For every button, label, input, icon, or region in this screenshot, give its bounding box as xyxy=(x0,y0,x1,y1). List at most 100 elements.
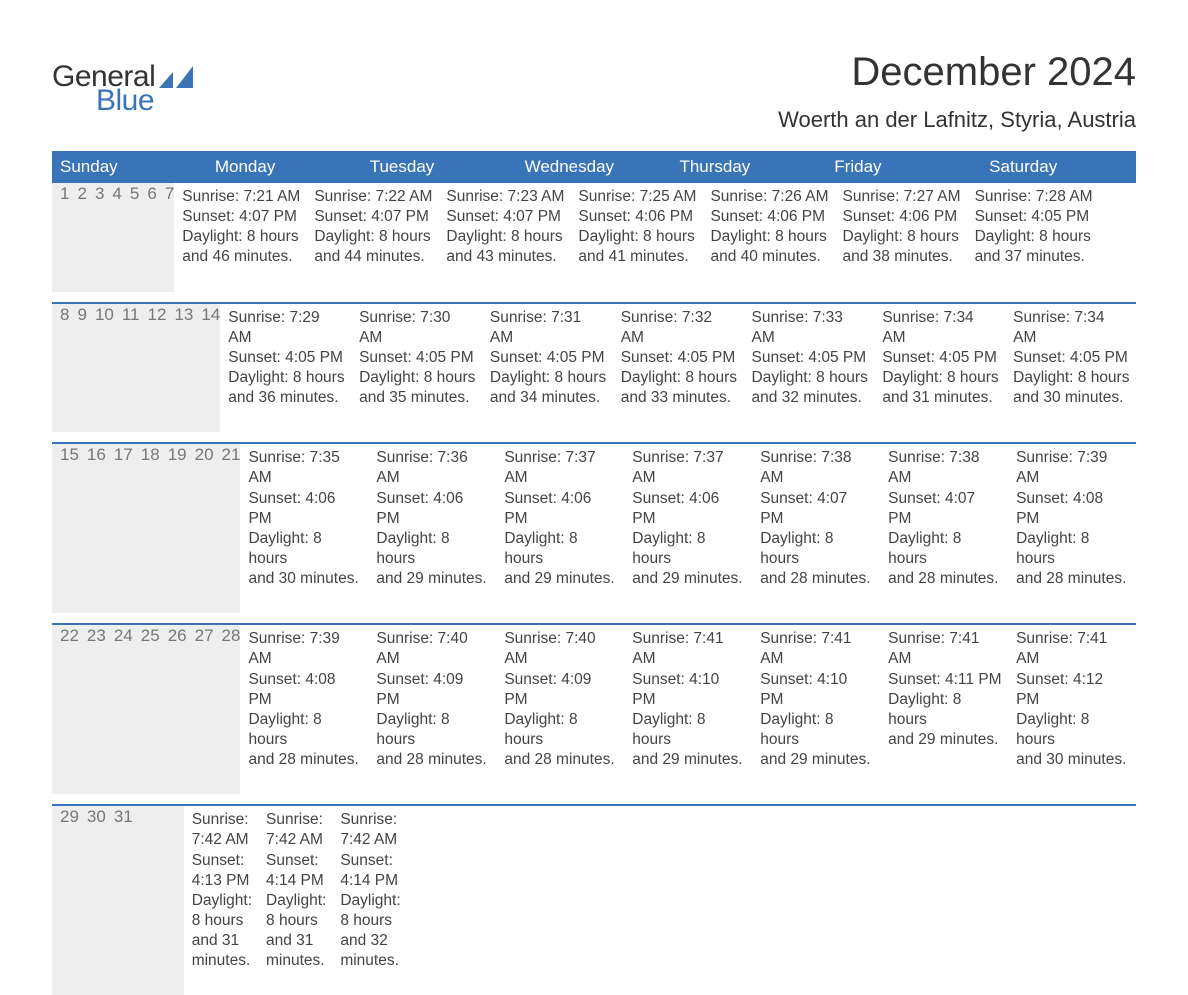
day-cell xyxy=(521,806,578,995)
sunrise-label: Sunrise: 7:40 AM xyxy=(376,629,490,669)
sunrise-label: Sunrise: 7:40 AM xyxy=(504,629,618,669)
daylight-line1: Daylight: 8 hours xyxy=(248,529,362,569)
sunrise-label: Sunrise: 7:33 AM xyxy=(752,308,869,348)
day-number: 7 xyxy=(157,183,174,292)
sunset-label: Sunset: 4:06 PM xyxy=(248,489,362,529)
day-body-row: Sunrise: 7:29 AMSunset: 4:05 PMDaylight:… xyxy=(220,304,1136,433)
day-cell xyxy=(579,806,636,995)
daylight-line2: and 32 minutes. xyxy=(340,931,400,971)
sunset-label: Sunset: 4:14 PM xyxy=(266,851,326,891)
sunset-label: Sunset: 4:05 PM xyxy=(359,348,476,368)
day-cell: Sunrise: 7:29 AMSunset: 4:05 PMDaylight:… xyxy=(220,304,351,433)
daylight-line2: and 34 minutes. xyxy=(490,388,607,408)
daylight-line1: Daylight: 8 hours xyxy=(504,529,618,569)
day-cell: Sunrise: 7:23 AMSunset: 4:07 PMDaylight:… xyxy=(438,183,570,292)
daylight-line1: Daylight: 8 hours xyxy=(752,368,869,388)
week-row: 891011121314Sunrise: 7:29 AMSunset: 4:05… xyxy=(52,302,1136,433)
sunset-label: Sunset: 4:05 PM xyxy=(975,207,1093,227)
daylight-line2: and 33 minutes. xyxy=(621,388,738,408)
daylight-line1: Daylight: 8 hours xyxy=(446,227,564,247)
day-cell: Sunrise: 7:40 AMSunset: 4:09 PMDaylight:… xyxy=(496,625,624,794)
daylight-line2: and 36 minutes. xyxy=(228,388,345,408)
sunrise-label: Sunrise: 7:25 AM xyxy=(578,187,696,207)
sunrise-label: Sunrise: 7:42 AM xyxy=(192,810,252,850)
sunrise-label: Sunrise: 7:26 AM xyxy=(710,187,828,207)
day-number-row: 22232425262728 xyxy=(52,625,240,794)
day-number-row: 293031.... xyxy=(52,806,184,995)
sunset-label: Sunset: 4:05 PM xyxy=(752,348,869,368)
sunrise-label: Sunrise: 7:37 AM xyxy=(632,448,746,488)
day-number: 25 xyxy=(133,625,160,794)
sunset-label: Sunset: 4:06 PM xyxy=(710,207,828,227)
daylight-line2: and 28 minutes. xyxy=(760,569,874,589)
dow-cell: Thursday xyxy=(671,151,826,183)
daylight-line2: and 28 minutes. xyxy=(1016,569,1130,589)
daylight-line1: Daylight: 8 hours xyxy=(710,227,828,247)
day-number: . xyxy=(171,806,184,995)
daylight-line1: Daylight: 8 hours xyxy=(228,368,345,388)
day-cell: Sunrise: 7:34 AMSunset: 4:05 PMDaylight:… xyxy=(874,304,1005,433)
calendar: SundayMondayTuesdayWednesdayThursdayFrid… xyxy=(52,151,1136,995)
day-cell: Sunrise: 7:25 AMSunset: 4:06 PMDaylight:… xyxy=(570,183,702,292)
day-number: 27 xyxy=(187,625,214,794)
sunrise-label: Sunrise: 7:28 AM xyxy=(975,187,1093,207)
sunset-label: Sunset: 4:05 PM xyxy=(490,348,607,368)
sunrise-label: Sunrise: 7:41 AM xyxy=(632,629,746,669)
daylight-line2: and 41 minutes. xyxy=(578,247,696,267)
day-number: 9 xyxy=(69,304,86,433)
page-title: December 2024 xyxy=(778,50,1136,95)
sunset-label: Sunset: 4:09 PM xyxy=(504,670,618,710)
sunrise-label: Sunrise: 7:38 AM xyxy=(760,448,874,488)
week-row: 1234567Sunrise: 7:21 AMSunset: 4:07 PMDa… xyxy=(52,183,1136,292)
sunset-label: Sunset: 4:07 PM xyxy=(888,489,1002,529)
sunset-label: Sunset: 4:08 PM xyxy=(1016,489,1130,529)
day-cell: Sunrise: 7:41 AMSunset: 4:10 PMDaylight:… xyxy=(624,625,752,794)
sunset-label: Sunset: 4:11 PM xyxy=(888,670,1002,690)
sunset-label: Sunset: 4:05 PM xyxy=(1013,348,1130,368)
daylight-line2: and 28 minutes. xyxy=(888,569,1002,589)
sunset-label: Sunset: 4:07 PM xyxy=(446,207,564,227)
sunrise-label: Sunrise: 7:39 AM xyxy=(1016,448,1130,488)
sunset-label: Sunset: 4:09 PM xyxy=(376,670,490,710)
day-number: 5 xyxy=(122,183,139,292)
day-number: . xyxy=(146,806,159,995)
day-cell: Sunrise: 7:26 AMSunset: 4:06 PMDaylight:… xyxy=(702,183,834,292)
sunset-label: Sunset: 4:06 PM xyxy=(578,207,696,227)
day-cell: Sunrise: 7:27 AMSunset: 4:06 PMDaylight:… xyxy=(835,183,967,292)
day-cell: Sunrise: 7:33 AMSunset: 4:05 PMDaylight:… xyxy=(744,304,875,433)
sunrise-label: Sunrise: 7:22 AM xyxy=(314,187,432,207)
day-number-row: 15161718192021 xyxy=(52,444,240,613)
sunrise-label: Sunrise: 7:21 AM xyxy=(182,187,300,207)
day-cell: Sunrise: 7:28 AMSunset: 4:05 PMDaylight:… xyxy=(967,183,1099,292)
daylight-line1: Daylight: 8 hours xyxy=(975,227,1093,247)
header: General Blue December 2024 Woerth an der… xyxy=(52,50,1136,133)
sunrise-label: Sunrise: 7:42 AM xyxy=(266,810,326,850)
day-cell xyxy=(407,806,464,995)
sunrise-label: Sunrise: 7:41 AM xyxy=(1016,629,1130,669)
sunset-label: Sunset: 4:12 PM xyxy=(1016,670,1130,710)
daylight-line2: and 37 minutes. xyxy=(975,247,1093,267)
daylight-line2: and 43 minutes. xyxy=(446,247,564,267)
dow-cell: Tuesday xyxy=(362,151,517,183)
daylight-line2: and 29 minutes. xyxy=(376,569,490,589)
sunrise-label: Sunrise: 7:39 AM xyxy=(248,629,362,669)
day-cell: Sunrise: 7:31 AMSunset: 4:05 PMDaylight:… xyxy=(482,304,613,433)
day-number: 18 xyxy=(133,444,160,613)
dow-cell: Friday xyxy=(826,151,981,183)
daylight-line1: Daylight: 8 hours xyxy=(843,227,961,247)
day-cell: Sunrise: 7:34 AMSunset: 4:05 PMDaylight:… xyxy=(1005,304,1136,433)
day-cell: Sunrise: 7:22 AMSunset: 4:07 PMDaylight:… xyxy=(306,183,438,292)
week-row: 15161718192021Sunrise: 7:35 AMSunset: 4:… xyxy=(52,442,1136,613)
day-cell: Sunrise: 7:36 AMSunset: 4:06 PMDaylight:… xyxy=(368,444,496,613)
sunset-label: Sunset: 4:05 PM xyxy=(882,348,999,368)
daylight-line2: and 29 minutes. xyxy=(888,730,1002,750)
day-cell: Sunrise: 7:41 AMSunset: 4:12 PMDaylight:… xyxy=(1008,625,1136,794)
sunrise-label: Sunrise: 7:32 AM xyxy=(621,308,738,348)
sunset-label: Sunset: 4:07 PM xyxy=(314,207,432,227)
day-cell: Sunrise: 7:30 AMSunset: 4:05 PMDaylight:… xyxy=(351,304,482,433)
daylight-line2: and 31 minutes. xyxy=(266,931,326,971)
sunrise-label: Sunrise: 7:23 AM xyxy=(446,187,564,207)
daylight-line1: Daylight: 8 hours xyxy=(1016,529,1130,569)
day-cell: Sunrise: 7:42 AMSunset: 4:14 PMDaylight:… xyxy=(258,806,332,995)
daylight-line1: Daylight: 8 hours xyxy=(376,529,490,569)
